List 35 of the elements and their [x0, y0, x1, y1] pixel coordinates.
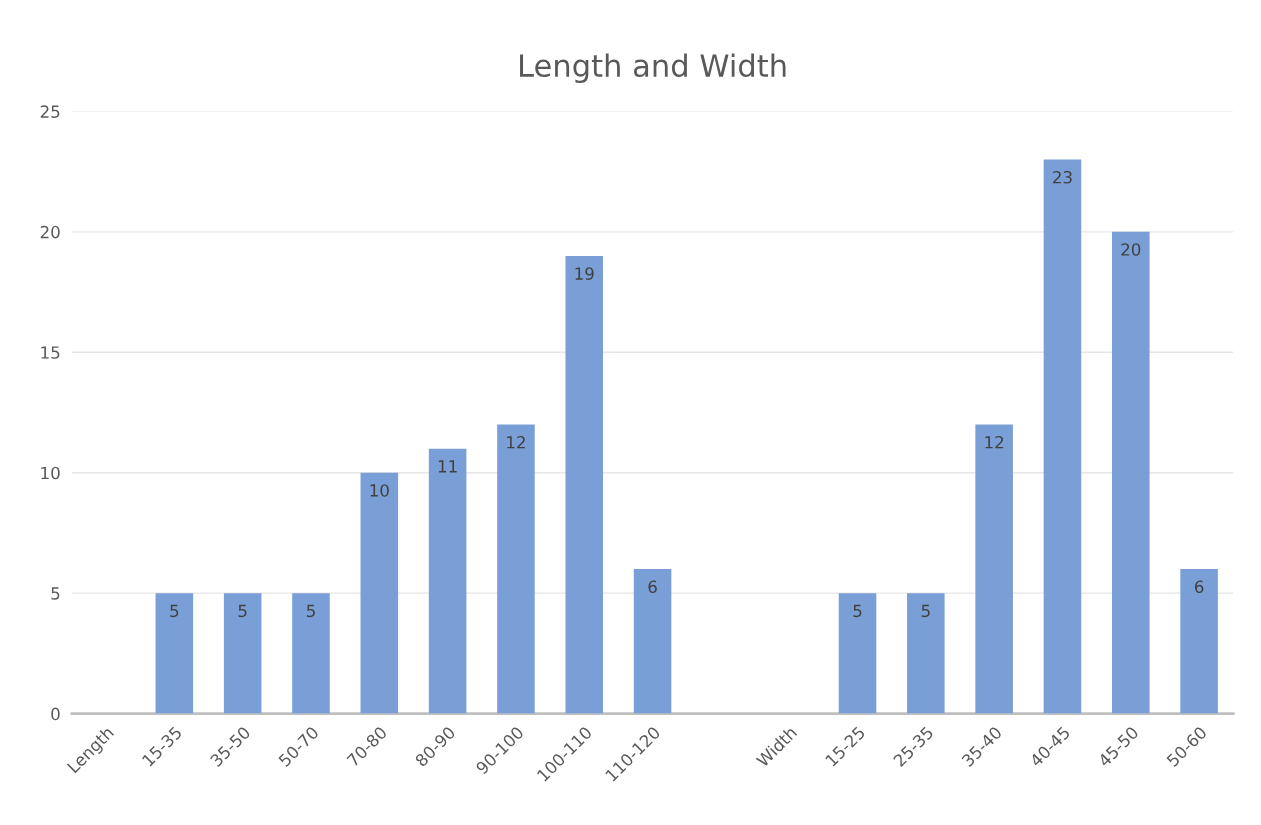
y-tick-label: 25: [40, 105, 60, 118]
data-label: 23: [1053, 170, 1072, 184]
bar: [633, 569, 672, 714]
data-label: 12: [507, 435, 525, 449]
data-label: 12: [985, 435, 1004, 449]
y-tick-label: 0: [51, 707, 60, 721]
bar: [360, 472, 399, 714]
data-label: 11: [438, 460, 457, 473]
bar: [223, 593, 262, 714]
data-label: 5: [921, 604, 930, 618]
data-label: 5: [170, 604, 179, 618]
data-label: 19: [575, 267, 594, 280]
y-tick-label: 10: [41, 466, 60, 480]
bar: [428, 448, 467, 714]
bar: [292, 593, 330, 714]
bar: [497, 424, 535, 714]
bar: [907, 593, 945, 714]
bar: [155, 593, 194, 714]
y-tick-label: 20: [40, 225, 60, 239]
data-label: 6: [648, 580, 657, 594]
bar: [1112, 231, 1150, 714]
data-label: 6: [1194, 580, 1204, 594]
bar: [838, 593, 877, 714]
data-label: 5: [853, 604, 862, 618]
y-tick-label: 15: [41, 346, 60, 359]
data-label: 5: [238, 604, 247, 618]
y-tick-label: 5: [51, 587, 60, 600]
data-label: 20: [1121, 243, 1141, 256]
data-label: 5: [306, 604, 315, 618]
bar: [975, 424, 1013, 714]
bar: [1180, 569, 1218, 714]
chart-title: Length and Width: [520, 53, 786, 84]
data-label: 10: [370, 484, 389, 497]
bar: [1043, 159, 1082, 714]
bar: [565, 255, 604, 714]
